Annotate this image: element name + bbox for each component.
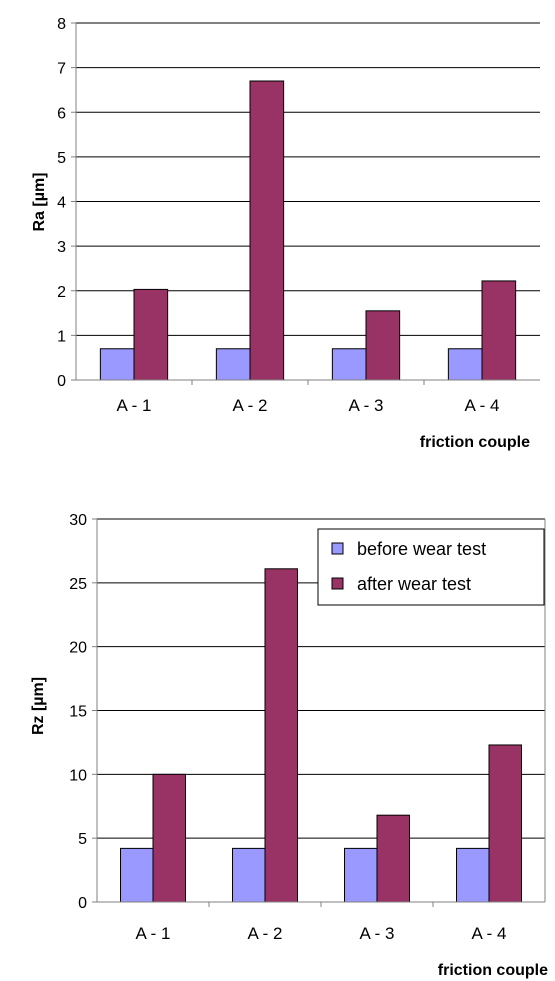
bar-after: [365, 310, 401, 381]
x-tick-label: A - 4: [472, 924, 507, 943]
x-axis-label: friction couple: [420, 434, 530, 451]
y-tick-label: 0: [78, 895, 87, 912]
axes: [92, 518, 546, 907]
x-tick-label: A - 3: [360, 924, 395, 943]
x-tick-labels: A - 1 A - 2 A - 3 A - 4: [136, 924, 507, 943]
y-tick-label: 5: [78, 831, 87, 848]
y-tick-label: 8: [57, 16, 66, 33]
y-tick-label: 20: [69, 640, 87, 657]
bar-before: [331, 348, 367, 381]
x-tick-label: A - 2: [233, 396, 268, 415]
x-tick-label: A - 1: [117, 396, 152, 415]
y-tick-label: 5: [57, 150, 66, 167]
y-tick-label: 6: [57, 105, 66, 122]
x-tick-label: A - 4: [465, 396, 500, 415]
legend-label-after: after wear test: [357, 574, 471, 594]
y-tick-label: 0: [57, 373, 66, 390]
y-tick-label: 3: [57, 239, 66, 256]
y-axis-label: Rz [µm]: [30, 677, 47, 735]
bar-before: [215, 348, 251, 381]
x-tick-label: A - 2: [248, 924, 283, 943]
bar-after: [488, 744, 522, 903]
bar-before: [232, 847, 266, 903]
bars: [120, 568, 522, 903]
y-tick-label: 10: [69, 767, 87, 784]
y-tick-label: 4: [57, 195, 66, 212]
x-tick-label: A - 3: [349, 396, 384, 415]
y-tick-label: 7: [57, 61, 66, 78]
bar-after: [481, 280, 517, 381]
bar-before: [456, 847, 490, 903]
chart-rz: 0 5 10 15 20 25 30 A - 1 A - 2 A - 3 A - 4 Rz [µm…: [30, 512, 548, 979]
bar-after: [376, 814, 410, 903]
axes: [71, 22, 540, 385]
chart-ra: 0 1 2 3 4 5 6 7 8 A - 1 A - 2 A - 3 A - 4 Ra [µm] f…: [31, 16, 540, 451]
y-tick-labels: 0 1 2 3 4 5 6 7 8: [57, 16, 66, 390]
y-tick-labels: 0 5 10 15 20 25 30: [69, 512, 87, 912]
y-tick-label: 25: [69, 576, 87, 593]
legend-swatch-after: [331, 577, 344, 590]
legend-frame: [317, 528, 545, 606]
bar-before: [447, 348, 483, 381]
y-axis-label: Ra [µm]: [31, 173, 48, 232]
bar-after: [152, 773, 186, 903]
y-tick-label: 2: [57, 284, 66, 301]
bar-after: [133, 288, 169, 381]
legend-swatch-before: [331, 542, 344, 555]
bar-after: [249, 80, 285, 381]
legend-label-before: before wear test: [357, 539, 486, 559]
bar-before: [99, 348, 135, 381]
y-tick-label: 1: [57, 328, 66, 345]
bar-before: [344, 847, 378, 903]
bar-before: [120, 847, 154, 903]
legend: before wear test after wear test: [317, 528, 545, 606]
bars: [99, 80, 517, 381]
y-tick-label: 15: [69, 704, 87, 721]
bar-after: [264, 568, 298, 903]
gridlines: [76, 22, 540, 336]
y-tick-label: 30: [69, 512, 87, 529]
x-axis-label: friction couple: [438, 962, 548, 979]
x-tick-label: A - 1: [136, 924, 171, 943]
x-tick-labels: A - 1 A - 2 A - 3 A - 4: [117, 396, 500, 415]
